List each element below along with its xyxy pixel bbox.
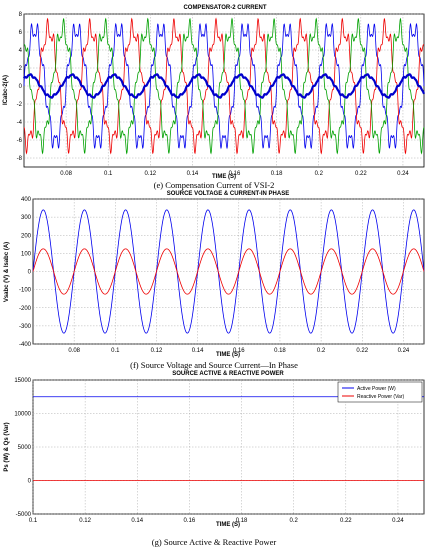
y-tick-label: -8 [17, 156, 23, 162]
x-tick-label: 0.24 [398, 348, 410, 354]
x-tick-label: 0.16 [229, 171, 241, 177]
y-tick-label: 10000 [14, 412, 31, 418]
x-tick-label: 0.24 [397, 171, 409, 177]
x-tick-label: 0.1 [104, 171, 113, 177]
y-tick-label: -6 [17, 138, 23, 144]
y-tick-label: 4 [19, 48, 23, 54]
x-ticks: 0.08 0.1 0.12 0.14 0.16 0.18 0.2 0.22 0.24 [60, 171, 409, 177]
figure-caption: (g) Source Active & Reactive Power [152, 537, 277, 547]
y-tick-label: 0 [28, 270, 32, 276]
plot-area [23, 13, 425, 168]
x-tick-label: 0.12 [151, 348, 163, 354]
y-tick-label: 6 [19, 30, 23, 36]
x-tick-label: 0.16 [233, 348, 245, 354]
x-axis-label: TIME (S) [216, 352, 240, 358]
x-tick-label: 0.2 [289, 518, 298, 524]
x-axis-label: TIME (S) [212, 174, 236, 180]
legend-label-active-power: Active Power (W) [357, 386, 396, 392]
chart-panel-source-voltage-current: SOURCE VOLTAGE & CURRENT-IN PHASE 0.08 0.… [4, 191, 425, 370]
figure-caption: (e) Compensation Current of VSI-2 [154, 180, 275, 190]
y-tick-label: -2 [17, 102, 23, 108]
y-tick-label: 0 [28, 479, 32, 485]
y-axis-label: Ps (W) & Qs (Var) [4, 422, 10, 471]
x-tick-label: 0.14 [131, 518, 143, 524]
y-tick-label: 300 [21, 215, 32, 221]
y-tick-label: 0 [19, 84, 23, 90]
y-ticks: 8 6 4 2 0 -2 -4 -6 -8 [17, 12, 23, 162]
x-tick-label: 0.08 [68, 348, 80, 354]
x-axis-label: TIME (S) [216, 522, 240, 528]
legend-box [337, 381, 423, 403]
x-tick-label: 0.18 [271, 171, 283, 177]
x-tick-label: 0.16 [184, 518, 196, 524]
y-tick-label: -200 [19, 306, 32, 312]
x-tick-label: 0.22 [356, 348, 368, 354]
series-group [23, 17, 426, 155]
y-tick-label: -100 [19, 288, 32, 294]
series-line-1 [32, 248, 425, 295]
y-tick-label: -400 [19, 342, 32, 348]
series-line-3 [23, 73, 426, 99]
series-group [32, 209, 425, 334]
x-tick-label: 0.1 [29, 518, 38, 524]
x-tick-label: 0.18 [236, 518, 248, 524]
series-line-0 [32, 209, 425, 334]
x-tick-label: 0.14 [187, 171, 199, 177]
series-line-2 [23, 17, 425, 155]
y-tick-label: 400 [21, 197, 32, 203]
x-tick-label: 0.14 [192, 348, 204, 354]
legend: Active Power (W) Reactive Power (Var) [337, 381, 423, 403]
y-tick-label: 15000 [14, 378, 31, 384]
x-tick-label: 0.18 [274, 348, 286, 354]
x-tick-label: 0.08 [60, 171, 72, 177]
series-line-0 [23, 22, 425, 150]
y-tick-label: 8 [19, 12, 23, 18]
x-ticks: 0.1 0.12 0.14 0.16 0.18 0.2 0.22 0.24 [29, 518, 405, 524]
y-axis-label: ICabc-2(A) [3, 75, 9, 105]
chart-title: COMPENSATOR-2 CURRENT [183, 5, 266, 11]
y-tick-label: 2 [19, 66, 23, 72]
x-tick-label: 0.1 [111, 348, 120, 354]
y-tick-label: 200 [21, 233, 32, 239]
y-tick-label: -4 [17, 120, 23, 126]
x-tick-label: 0.22 [355, 171, 367, 177]
x-tick-label: 0.2 [317, 348, 326, 354]
y-tick-label: 100 [21, 251, 32, 257]
x-tick-label: 0.2 [315, 171, 324, 177]
x-tick-label: 0.12 [144, 171, 156, 177]
x-tick-label: 0.24 [392, 518, 404, 524]
y-ticks: 400 300 200 100 0 -100 -200 -300 -400 [19, 197, 32, 348]
chart-title: SOURCE ACTIVE & REACTIVE POWER [172, 371, 284, 377]
y-ticks: 15000 10000 5000 0 -5000 [14, 378, 31, 518]
legend-label-reactive-power: Reactive Power (Var) [357, 394, 404, 400]
figure-caption: (f) Source Voltage and Source Current—In… [130, 360, 298, 370]
chart-title: SOURCE VOLTAGE & CURRENT-IN PHASE [167, 191, 289, 197]
y-axis-label: Vsabc (V) & Isabc (A) [4, 242, 10, 302]
chart-panel-source-power: SOURCE ACTIVE & REACTIVE POWER 0.1 0.12 0.… [4, 371, 425, 547]
y-tick-label: -5000 [16, 512, 32, 518]
x-tick-label: 0.12 [79, 518, 91, 524]
chart-panel-compensator-current: COMPENSATOR-2 CURRENT 0.08 0.1 0.12 0.14 0.1… [3, 5, 426, 190]
y-tick-label: -300 [19, 324, 32, 330]
x-tick-label: 0.22 [340, 518, 352, 524]
y-tick-label: 5000 [18, 445, 32, 451]
x-ticks: 0.08 0.1 0.12 0.14 0.16 0.18 0.2 0.22 0.24 [68, 348, 410, 354]
